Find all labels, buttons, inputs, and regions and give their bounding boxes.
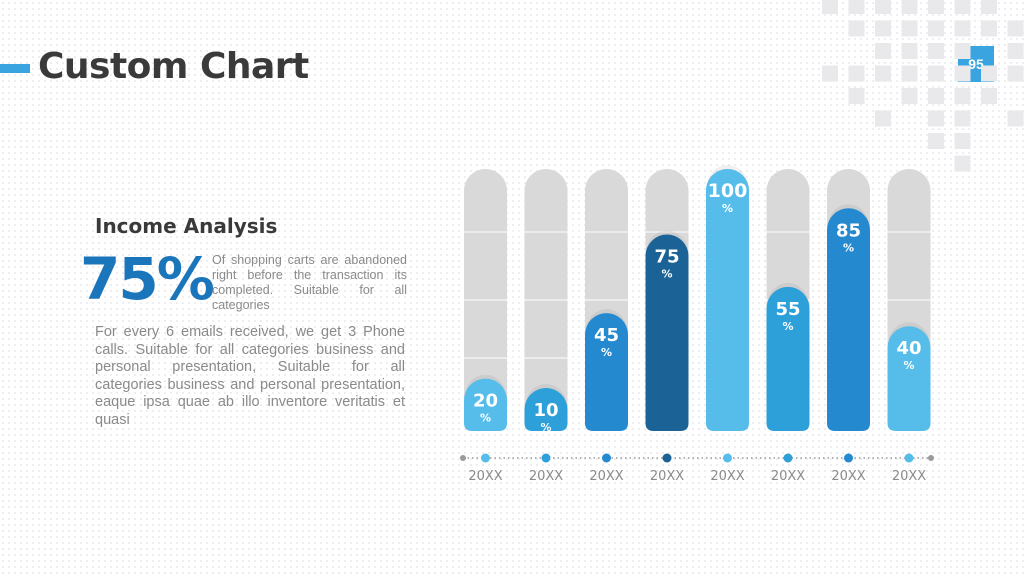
bar	[887, 326, 931, 431]
bar-value-label: 75	[654, 247, 679, 268]
x-tick-label: 20XX	[710, 469, 744, 484]
bar-value-label: 10	[533, 400, 558, 421]
bar-value-label: 40	[896, 338, 921, 359]
timeline-marker	[541, 453, 551, 463]
page-title: Custom Chart	[38, 46, 309, 87]
bar-value-unit: %	[722, 202, 733, 215]
bar-value-label: 100	[708, 180, 748, 202]
x-tick-label: 20XX	[892, 469, 926, 484]
timeline-end-dot	[928, 455, 934, 461]
big-percent-stat: 75%	[80, 245, 215, 313]
bar	[645, 234, 689, 431]
percent-description: Of shopping carts are abandoned right be…	[212, 253, 407, 312]
bar	[706, 169, 749, 431]
title-accent-bar	[0, 64, 30, 73]
bar-value-unit: %	[540, 421, 551, 434]
timeline-marker	[481, 453, 490, 463]
bar	[524, 387, 568, 431]
x-tick-label: 20XX	[771, 469, 805, 484]
bar-value-label: 55	[775, 299, 800, 320]
timeline-marker	[723, 453, 732, 463]
bar-value-label: 20	[473, 391, 498, 412]
timeline-marker	[844, 453, 853, 463]
timeline-marker	[783, 453, 793, 463]
bar	[766, 286, 810, 431]
bar-value-unit: %	[601, 346, 612, 359]
bar	[585, 313, 628, 431]
bar-value-unit: %	[782, 320, 793, 333]
bar-value-label: 45	[594, 325, 619, 346]
x-tick-label: 20XX	[529, 469, 563, 484]
bar-value-unit: %	[661, 268, 672, 281]
body-paragraph: For every 6 emails received, we get 3 Ph…	[95, 324, 405, 428]
bar	[827, 208, 870, 431]
x-tick-label: 20XX	[589, 469, 623, 484]
bar-value-label: 85	[836, 220, 861, 241]
bar-value-unit: %	[843, 241, 854, 254]
bar-value-unit: %	[903, 359, 914, 372]
bar	[464, 378, 507, 431]
timeline-marker	[662, 453, 672, 463]
x-tick-label: 20XX	[468, 469, 502, 484]
timeline-marker	[904, 453, 914, 463]
section-subtitle: Income Analysis	[95, 214, 278, 238]
x-tick-label: 20XX	[831, 469, 865, 484]
timeline-marker	[602, 453, 611, 463]
x-tick-label: 20XX	[650, 469, 684, 484]
timeline-end-dot	[460, 455, 466, 461]
bar-value-unit: %	[480, 412, 491, 425]
